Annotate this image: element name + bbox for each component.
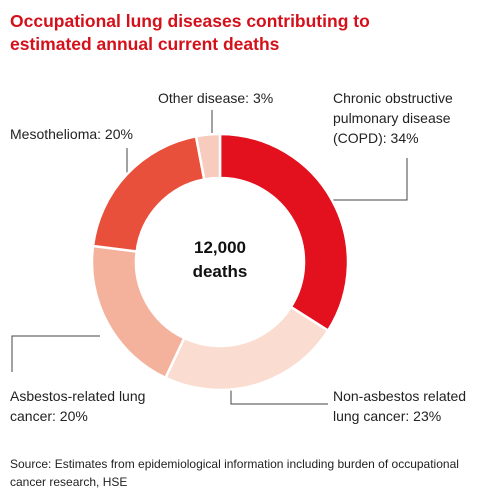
- leader-line: [11, 335, 100, 372]
- donut-segment: [218, 132, 350, 333]
- chart-title: Occupational lung diseases contributing …: [10, 11, 370, 54]
- source-note: Source: Estimates from epidemiological i…: [10, 457, 459, 489]
- donut-segment: [91, 134, 206, 253]
- donut-segment: [163, 305, 330, 392]
- donut-segment: [194, 132, 222, 181]
- leader-line: [310, 158, 408, 201]
- data-label: Mesothelioma: 20%: [10, 126, 133, 142]
- center-label: 12,000 deaths: [192, 238, 248, 281]
- data-label: Other disease: 3%: [158, 90, 274, 106]
- data-label: Chronic obstructive pulmonary disease (C…: [333, 90, 453, 146]
- data-label: Non-asbestos related lung cancer: 23%: [333, 388, 467, 424]
- data-label: Asbestos-related lung cancer: 20%: [10, 388, 146, 424]
